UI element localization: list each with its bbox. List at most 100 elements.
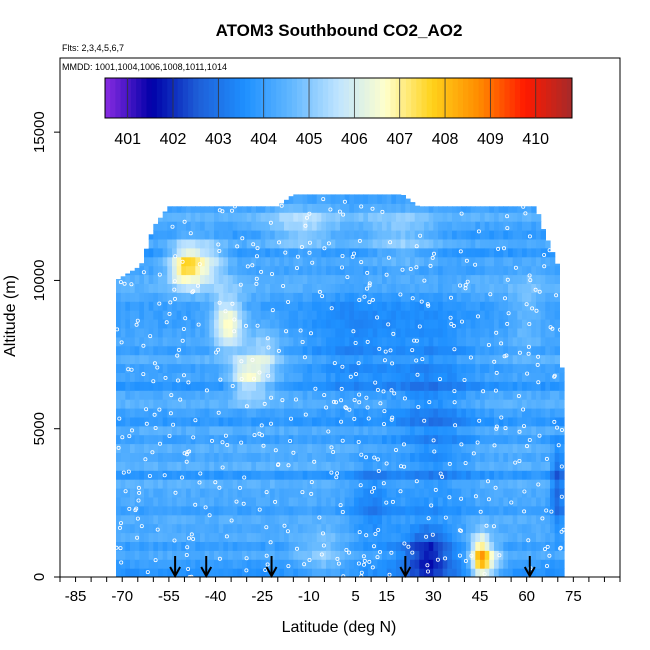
heatmap-cell — [540, 363, 546, 373]
heatmap-cell — [503, 550, 509, 560]
heatmap-cell — [503, 470, 509, 480]
sample-point — [353, 340, 358, 345]
heatmap-cell — [475, 336, 481, 347]
heatmap-cell — [139, 301, 145, 311]
sample-point — [182, 219, 187, 224]
sample-point — [496, 246, 501, 251]
heatmap-cell — [410, 256, 416, 267]
heatmap-cell — [554, 443, 560, 453]
heatmap-cell — [410, 202, 416, 204]
heatmap-cell — [344, 461, 350, 471]
sample-point — [414, 244, 419, 249]
heatmap-cell — [536, 505, 542, 516]
sample-point — [533, 287, 538, 292]
heatmap-cell — [139, 568, 145, 577]
heatmap-cell — [466, 496, 472, 507]
heatmap-cell — [195, 206, 201, 213]
sample-point — [465, 279, 470, 284]
heatmap-cell — [167, 345, 173, 356]
heatmap-cell — [270, 265, 276, 276]
heatmap-cell — [302, 505, 308, 516]
heatmap-cell — [214, 416, 220, 427]
heatmap-cell — [526, 354, 532, 365]
heatmap-cell — [508, 416, 514, 427]
heatmap-cell — [293, 354, 299, 365]
heatmap-cell — [204, 523, 210, 534]
sample-point — [172, 287, 177, 292]
heatmap-cell — [293, 310, 299, 320]
sample-point — [252, 433, 257, 438]
heatmap-cell — [162, 496, 168, 507]
heatmap-cell — [410, 247, 416, 258]
sample-point — [172, 296, 177, 301]
heatmap-cell — [470, 568, 476, 577]
heatmap-cell — [545, 416, 551, 427]
heatmap-cell — [260, 247, 266, 258]
heatmap-cell — [442, 443, 448, 453]
heatmap-cell — [134, 505, 140, 516]
heatmap-cell — [512, 434, 518, 445]
heatmap-cell — [153, 390, 159, 400]
heatmap-cell — [214, 310, 220, 320]
heatmap-cell — [559, 443, 565, 453]
heatmap-cell — [218, 470, 224, 480]
heatmap-cell — [284, 265, 290, 276]
heatmap-cell — [396, 550, 402, 560]
heatmap-cell — [400, 195, 406, 204]
heatmap-cell — [414, 372, 420, 382]
sample-point — [381, 481, 386, 486]
heatmap-cell — [536, 559, 542, 569]
heatmap-cell — [274, 319, 280, 329]
heatmap-cell — [335, 247, 341, 258]
heatmap-cell — [400, 523, 406, 534]
heatmap-cell — [344, 212, 350, 222]
heatmap-cell — [312, 541, 318, 551]
heatmap-cell — [503, 345, 509, 356]
heatmap-cell — [335, 390, 341, 400]
heatmap-cell — [526, 532, 532, 542]
heatmap-cell — [186, 212, 192, 222]
heatmap-cell — [447, 301, 453, 311]
heatmap-cell — [382, 523, 388, 534]
heatmap-cell — [330, 390, 336, 400]
heatmap-cell — [298, 221, 304, 231]
sample-point — [388, 240, 393, 245]
heatmap-cell — [298, 443, 304, 453]
heatmap-cell — [144, 408, 150, 418]
heatmap-cell — [508, 523, 514, 534]
heatmap-cell — [209, 230, 215, 240]
heatmap-cell — [335, 452, 341, 462]
heatmap-cell — [400, 443, 406, 453]
heatmap-cell — [293, 505, 299, 516]
heatmap-cell — [433, 301, 439, 311]
heatmap-cell — [195, 568, 201, 577]
heatmap-cell — [354, 425, 360, 436]
heatmap-cell — [372, 274, 378, 284]
heatmap-cell — [475, 283, 481, 293]
heatmap-cell — [265, 532, 271, 542]
heatmap-cell — [246, 443, 252, 453]
heatmap-cell — [358, 256, 364, 267]
sample-point — [481, 389, 486, 394]
heatmap-cell — [442, 354, 448, 365]
heatmap-cell — [489, 265, 495, 276]
heatmap-cell — [456, 301, 462, 311]
heatmap-cell — [536, 265, 542, 276]
heatmap-cell — [442, 247, 448, 258]
heatmap-cell — [498, 319, 504, 329]
heatmap-cell — [498, 238, 504, 249]
heatmap-cell — [405, 523, 411, 534]
heatmap-cell — [512, 514, 518, 525]
heatmap-cell — [312, 532, 318, 542]
heatmap-cell — [419, 301, 425, 311]
heatmap-cell — [386, 221, 392, 231]
heatmap-cell — [195, 505, 201, 516]
heatmap-cell — [237, 452, 243, 462]
heatmap-cell — [349, 496, 355, 507]
heatmap-cell — [209, 206, 215, 213]
heatmap-cell — [218, 354, 224, 365]
heatmap-cell — [218, 381, 224, 391]
heatmap-cell — [274, 292, 280, 302]
heatmap-cell — [512, 354, 518, 365]
sample-point — [513, 460, 518, 465]
